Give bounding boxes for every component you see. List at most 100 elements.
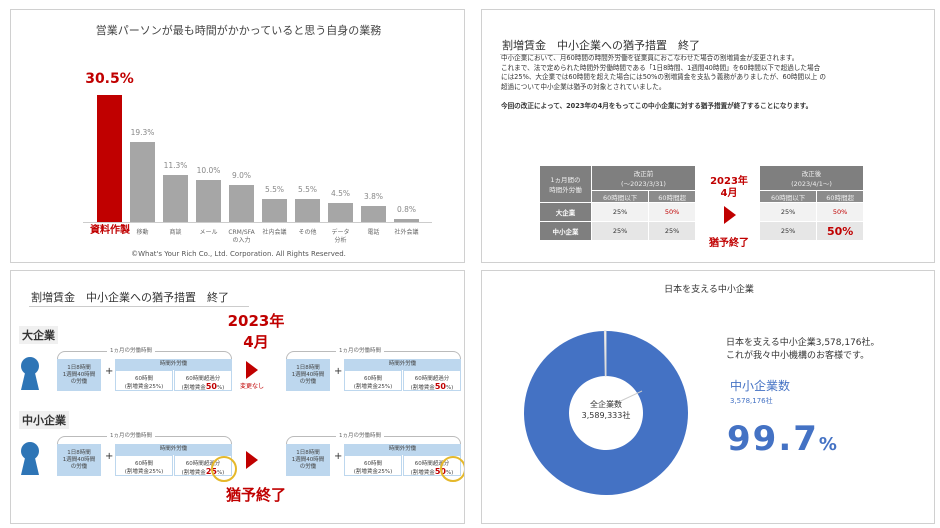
bar: [163, 174, 188, 222]
end-label: 猶予終了: [225, 486, 286, 504]
highlight-circle: [211, 456, 237, 482]
category-label: 社内会議: [262, 229, 287, 236]
before-table: 1ヵ月間の 時間外労働 改正前 (～2023/3/31) 60時間以下 60時間超…: [539, 165, 696, 241]
brace-label: 1ヵ月の労働時間: [336, 346, 384, 354]
bar-value-label: 4.5%: [330, 189, 351, 199]
slide-overtime-text: 割増賃金 中小企業への猶予措置 終了 中小企業において、月60時間の時間外労働を…: [481, 9, 935, 263]
category-label: 移動: [136, 229, 149, 236]
chart-baseline: [83, 222, 432, 223]
bar: [295, 199, 320, 222]
bar-value-label: 5.5%: [264, 185, 285, 195]
cell: 25%: [758, 221, 818, 241]
after-header: 改正後 (2023/4/1～): [759, 165, 864, 191]
cell: 50%: [648, 202, 696, 222]
bar: [130, 141, 155, 222]
slide-donut: 日本を支える中小企業 全企業数 3,589,333社 日本を支える中小企業3,5…: [481, 270, 935, 524]
sub-header: 60時間超: [816, 190, 864, 203]
rate: 50: [434, 382, 446, 391]
middle-caption: 猶予終了: [709, 238, 749, 249]
overtime-header: 時間外労働: [344, 359, 461, 370]
center-label: 全企業数: [590, 400, 622, 409]
category-label: メール: [199, 229, 218, 236]
brace-label: 1ヵ月の労働時間: [107, 431, 155, 439]
person-icon: [19, 356, 41, 390]
line: 超過について中小企業は猶予の対象とされていました。: [501, 82, 666, 91]
category-label: 電話: [367, 229, 380, 236]
brace-label: 1ヵ月の労働時間: [107, 346, 155, 354]
percent-value: 99.7%: [727, 419, 839, 459]
bar-value-label: 11.3%: [163, 160, 188, 170]
slide-title: 割増賃金 中小企業への猶予措置 終了: [29, 289, 249, 307]
section-label: 大企業: [19, 326, 58, 344]
sixty-hours-box: 60時間 (割増賃金25%): [115, 370, 173, 391]
category-label: CRM/SFA の入力: [228, 229, 255, 244]
after-table: 改正後 (2023/4/1～) 60時間以下 60時間超 25% 50% 25% 50…: [758, 165, 864, 241]
category-label: 社外会議: [394, 229, 419, 236]
line: 中小企業において、月60時間の時間外労働を従業員におこなわせた場合の割増賃金が変…: [501, 54, 799, 62]
copyright: ©What's Your Rich Co., Ltd. Corporation.…: [131, 250, 346, 258]
cell: 25%: [648, 221, 696, 241]
sixty-hours-box: 60時間 (割増賃金25%): [344, 370, 402, 391]
arrow-right-icon: [246, 451, 258, 469]
no-change-label: 変更なし: [239, 383, 264, 390]
percent-number: 99.7: [727, 419, 819, 459]
bar: [361, 206, 386, 222]
sixty-hours-box: 60時間 (割増賃金25%): [344, 455, 402, 476]
middle-date: 2023年 4月: [710, 176, 748, 199]
sub-header: 60時間超: [648, 190, 696, 203]
percent-unit: %: [818, 434, 839, 455]
description: 日本を支える中小企業3,578,176社。 これが我々中小機構のお客様です。: [726, 337, 880, 363]
base-hours-box: 1日8時間 1週間40時間 の労働: [286, 444, 330, 476]
slide-title: 割増賃金 中小企業への猶予措置 終了: [500, 37, 720, 55]
donut-segment-other: [603, 330, 607, 377]
leader-line: [609, 390, 643, 407]
plus-icon: +: [105, 366, 114, 377]
slide-bar-chart: 営業パーソンが最も時間がかかっていると思う自身の業務 30.5% 資料作製 19.3…: [10, 9, 465, 263]
center-value: 3,589,333社: [581, 411, 631, 420]
category-label: 資料作製: [90, 225, 130, 236]
brace-label: 1ヵ月の労働時間: [336, 431, 384, 439]
highlight-circle: [440, 456, 464, 482]
bar-value-label: 5.5%: [297, 185, 318, 195]
line: 日本を支える中小企業3,578,176社。: [726, 338, 880, 348]
bar-value-label: 9.0%: [231, 170, 252, 180]
over-sixty-box: 60時間超過分 (割増賃金50%): [403, 370, 461, 391]
cell: 50%: [816, 202, 864, 222]
bar: [328, 203, 353, 222]
sixty-hours-box: 60時間 (割増賃金25%): [115, 455, 173, 476]
bar: [97, 95, 122, 222]
sub-header: 60時間以下: [758, 190, 818, 203]
plus-icon: +: [334, 451, 343, 462]
row-label: 大企業: [539, 202, 592, 222]
donut-segment-sme: [524, 331, 689, 495]
series-label: 中小企業数: [730, 379, 791, 393]
plus-icon: +: [105, 451, 114, 462]
cell: 25%: [590, 202, 650, 222]
rate: 50: [205, 382, 217, 391]
paragraph-2: 今回の改正によって、2023年の4月をもってこの中小企業に対する猶予措置が終了す…: [501, 102, 813, 110]
bar: [196, 180, 221, 222]
before-header: 改正前 (～2023/3/31): [591, 165, 696, 191]
slide-title: 日本を支える中小企業: [664, 285, 754, 295]
chart-title: 営業パーソンが最も時間がかかっていると思う自身の業務: [95, 24, 382, 37]
plus-icon: +: [334, 366, 343, 377]
section-label: 中小企業: [19, 411, 69, 429]
category-label: データ 分析: [331, 229, 350, 244]
over-sixty-box: 60時間超過分 (割増賃金50%): [174, 370, 232, 391]
arrow-right-icon: [246, 361, 258, 379]
bar: [262, 199, 287, 222]
date-label: 2023年 4月: [227, 312, 285, 351]
person-icon: [19, 441, 41, 475]
overtime-header: 時間外労働: [115, 444, 232, 455]
base-hours-box: 1日8時間 1週間40時間 の労働: [286, 359, 330, 391]
arrow-right-icon: [724, 206, 736, 224]
line: には25%、大企業では60時間を超えた場合には50%の割増賃金を支払う義務があり…: [501, 73, 826, 81]
bar: [394, 218, 419, 222]
donut-chart: [524, 330, 689, 495]
overtime-header: 時間外労働: [344, 444, 461, 455]
paragraph-1: 中小企業において、月60時間の時間外労働を従業員におこなわせた場合の割増賃金が変…: [501, 54, 921, 92]
corner-cell: 1ヵ月間の 時間外労働: [539, 165, 592, 203]
row-label: 中小企業: [539, 221, 592, 241]
bar-value-label: 0.8%: [396, 204, 417, 214]
category-label: 商談: [169, 229, 182, 236]
